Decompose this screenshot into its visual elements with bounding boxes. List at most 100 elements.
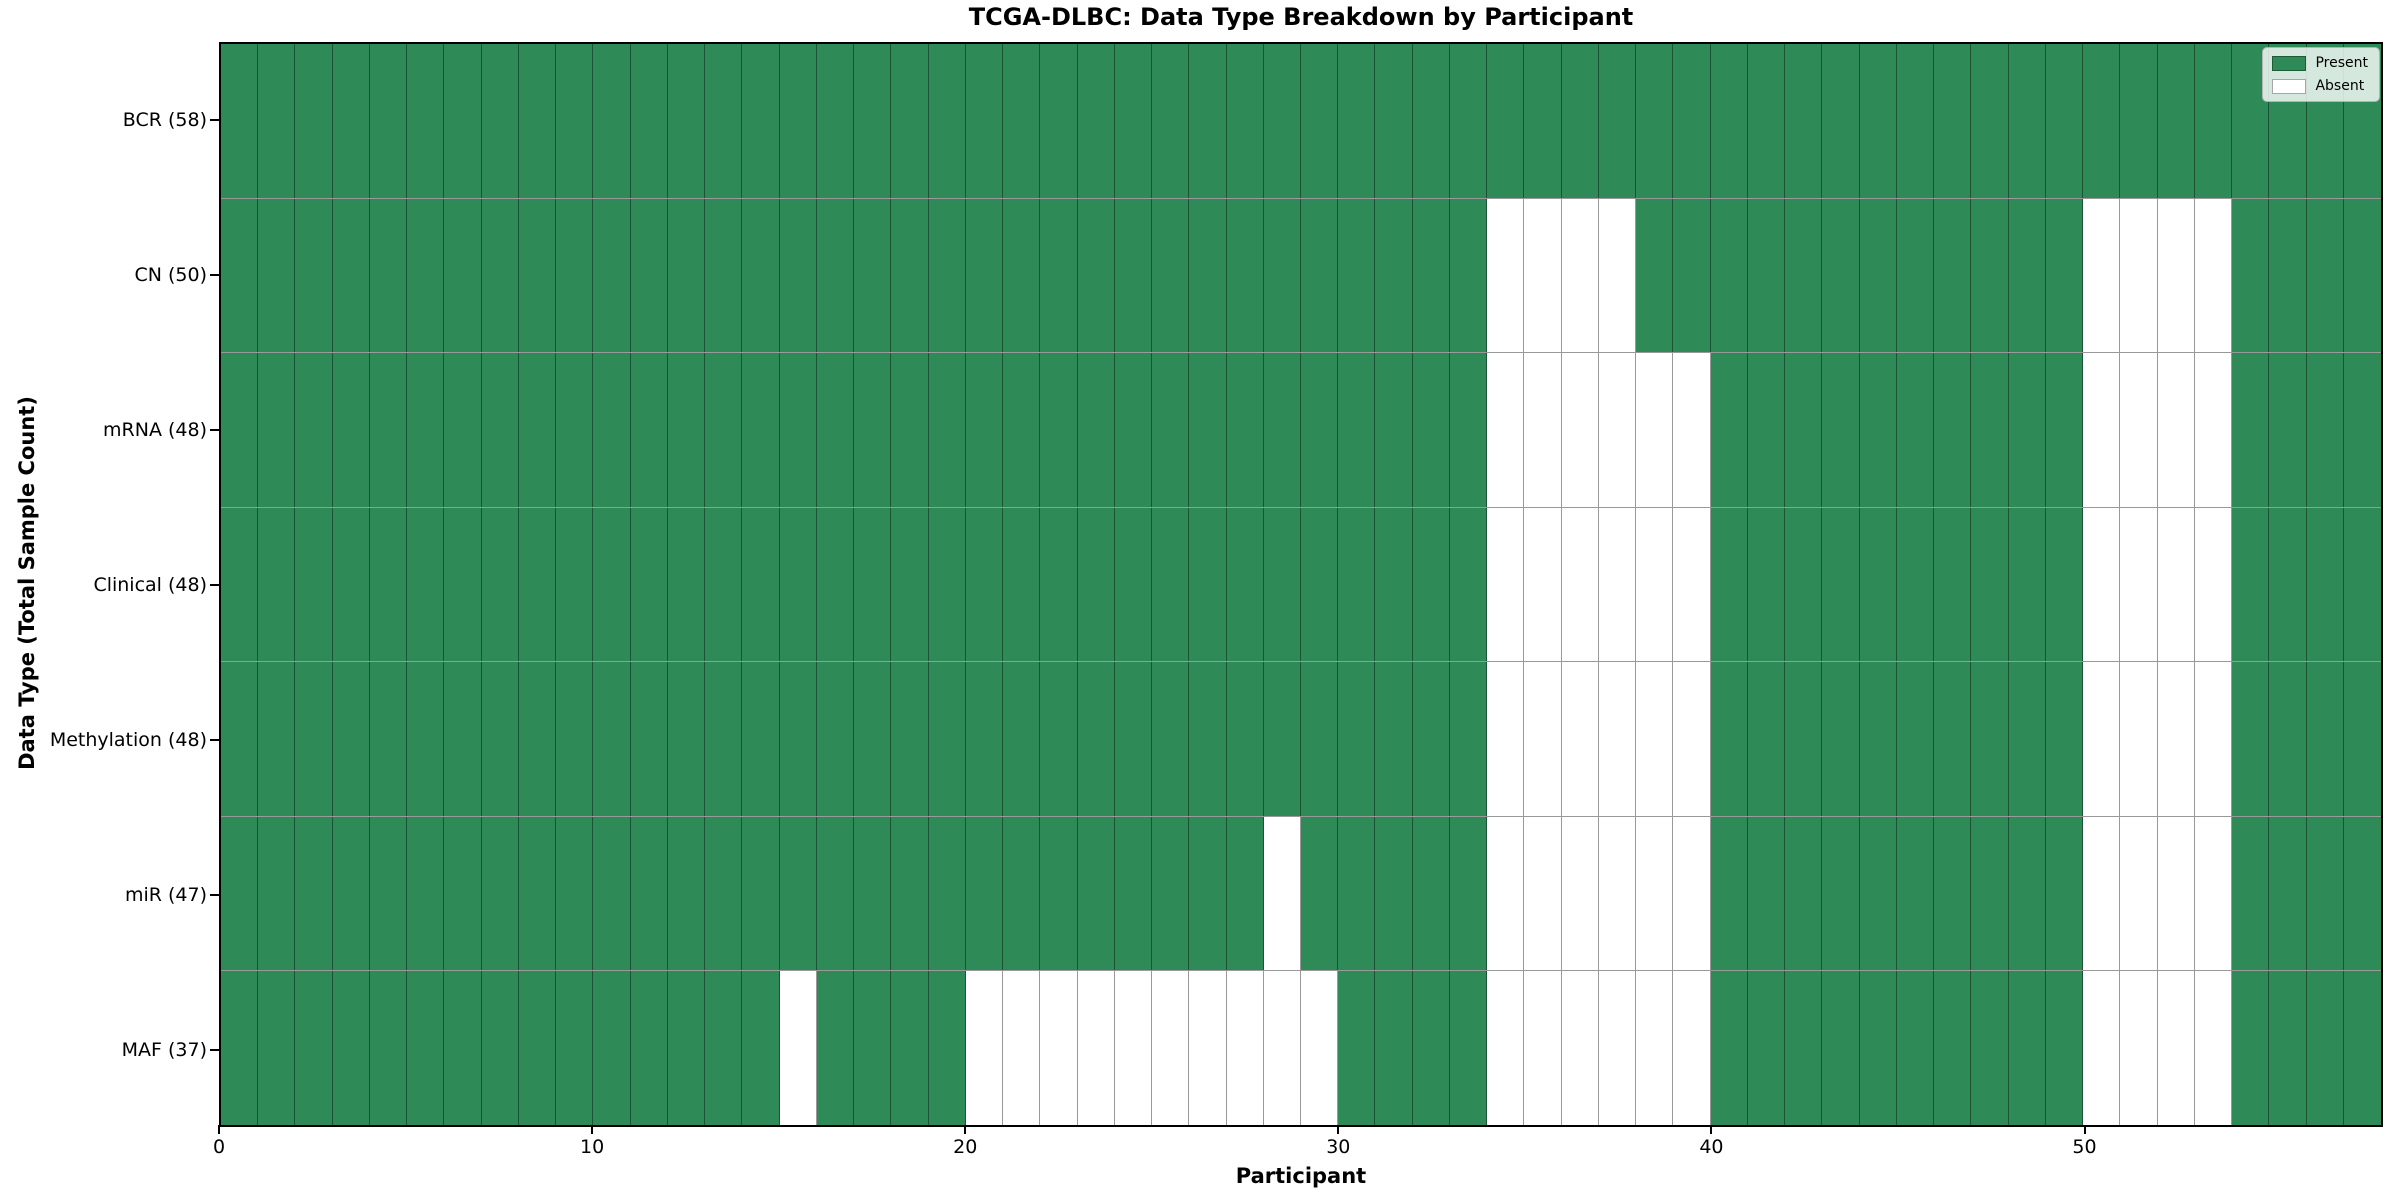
heatmap-cell [630, 816, 668, 971]
heatmap-cell [1710, 198, 1748, 353]
legend-swatch-present-icon [2272, 55, 2307, 71]
y-tick-mark [210, 738, 219, 741]
heatmap-cell [1822, 353, 1860, 507]
y-tick-mark [210, 273, 219, 276]
heatmap-cell [854, 816, 892, 971]
heatmap-cell [2120, 971, 2158, 1126]
heatmap-cell [2194, 816, 2233, 971]
heatmap-cell [1412, 44, 1450, 198]
heatmap-cell [593, 971, 631, 1126]
heatmap-cell [1934, 507, 1972, 662]
heatmap-cell [816, 662, 855, 816]
heatmap-cell [1077, 353, 1115, 507]
heatmap-cell [1598, 971, 1637, 1126]
heatmap-cell [705, 353, 743, 507]
heatmap-cell [407, 971, 445, 1126]
heatmap-cell [1040, 198, 1078, 353]
heatmap-cell [2083, 353, 2121, 507]
heatmap-cell [2120, 507, 2158, 662]
heatmap-row-methylation [221, 662, 2381, 817]
heatmap-cell [1747, 971, 1786, 1126]
heatmap-cell [630, 44, 668, 198]
y-tick-label: Clinical (48) [93, 573, 207, 596]
heatmap-cell [407, 198, 445, 353]
y-tick-mark [210, 893, 219, 896]
heatmap-cell [1449, 971, 1488, 1126]
heatmap-cell [1263, 662, 1301, 816]
heatmap-cell [779, 198, 817, 353]
heatmap-cell [1598, 198, 1637, 353]
heatmap-cell [1226, 44, 1264, 198]
x-tick-mark [2083, 1125, 2086, 1134]
heatmap-cell [742, 971, 780, 1126]
heatmap-cell [1114, 662, 1153, 816]
heatmap-cell [2045, 816, 2084, 971]
heatmap-cell [593, 507, 631, 662]
heatmap-cell [2306, 507, 2344, 662]
heatmap-cell [1449, 816, 1488, 971]
heatmap-cell [221, 44, 259, 198]
heatmap-cell [1077, 662, 1115, 816]
heatmap-cell [295, 353, 333, 507]
heatmap-cell [258, 662, 296, 816]
heatmap-cell [1003, 816, 1041, 971]
heatmap-cell [2045, 198, 2084, 353]
heatmap-cell [667, 971, 706, 1126]
y-tick-mark [210, 1048, 219, 1051]
heatmap-cell [1040, 816, 1078, 971]
heatmap-cell [928, 353, 966, 507]
heatmap-cell [1822, 507, 1860, 662]
heatmap-cell [965, 816, 1004, 971]
heatmap-cell [258, 816, 296, 971]
heatmap-cell [742, 816, 780, 971]
heatmap-cell [332, 816, 370, 971]
heatmap-cell [295, 971, 333, 1126]
heatmap-cell [2269, 198, 2307, 353]
heatmap-cell [1152, 198, 1190, 353]
x-tick-label: 10 [580, 1136, 605, 1158]
heatmap-cell [1822, 198, 1860, 353]
heatmap-cell [518, 816, 557, 971]
heatmap-cell [1003, 44, 1041, 198]
heatmap-cell [2269, 353, 2307, 507]
heatmap-cell [332, 353, 370, 507]
heatmap-cell [2083, 971, 2121, 1126]
heatmap-cell [705, 507, 743, 662]
heatmap-cell [2194, 971, 2233, 1126]
heatmap-cell [1449, 44, 1488, 198]
heatmap-cell [779, 971, 817, 1126]
heatmap-cell [1338, 353, 1376, 507]
x-axis-label: Participant [1235, 1164, 1367, 1188]
heatmap-cell [1338, 507, 1376, 662]
heatmap-cell [1785, 507, 1823, 662]
heatmap-cell [2194, 44, 2233, 198]
heatmap-cell [1971, 816, 2009, 971]
heatmap-cell [2045, 507, 2084, 662]
heatmap-cell [854, 198, 892, 353]
heatmap-cell [667, 353, 706, 507]
heatmap-cell [667, 816, 706, 971]
x-tick-label: 50 [2072, 1136, 2097, 1158]
legend-swatch-absent-icon [2272, 78, 2307, 94]
heatmap-cell [295, 44, 333, 198]
heatmap-cell [1263, 44, 1301, 198]
heatmap-cell [891, 198, 929, 353]
heatmap-cell [1300, 198, 1339, 353]
heatmap-cell [705, 971, 743, 1126]
heatmap-cell [1971, 44, 2009, 198]
heatmap-cell [854, 353, 892, 507]
y-tick-label: MAF (37) [121, 1038, 207, 1061]
heatmap-cell [816, 198, 855, 353]
heatmap-cell [1152, 353, 1190, 507]
heatmap-cell [1375, 662, 1413, 816]
heatmap-cell [407, 353, 445, 507]
heatmap-cell [1338, 816, 1376, 971]
heatmap-cell [2157, 971, 2195, 1126]
heatmap-cell [1300, 816, 1339, 971]
heatmap-cell [556, 198, 594, 353]
heatmap-cell [1226, 816, 1264, 971]
heatmap-cell [481, 662, 519, 816]
x-tick-label: 0 [212, 1136, 226, 1158]
heatmap-cell [928, 971, 966, 1126]
heatmap-cell [1710, 353, 1748, 507]
